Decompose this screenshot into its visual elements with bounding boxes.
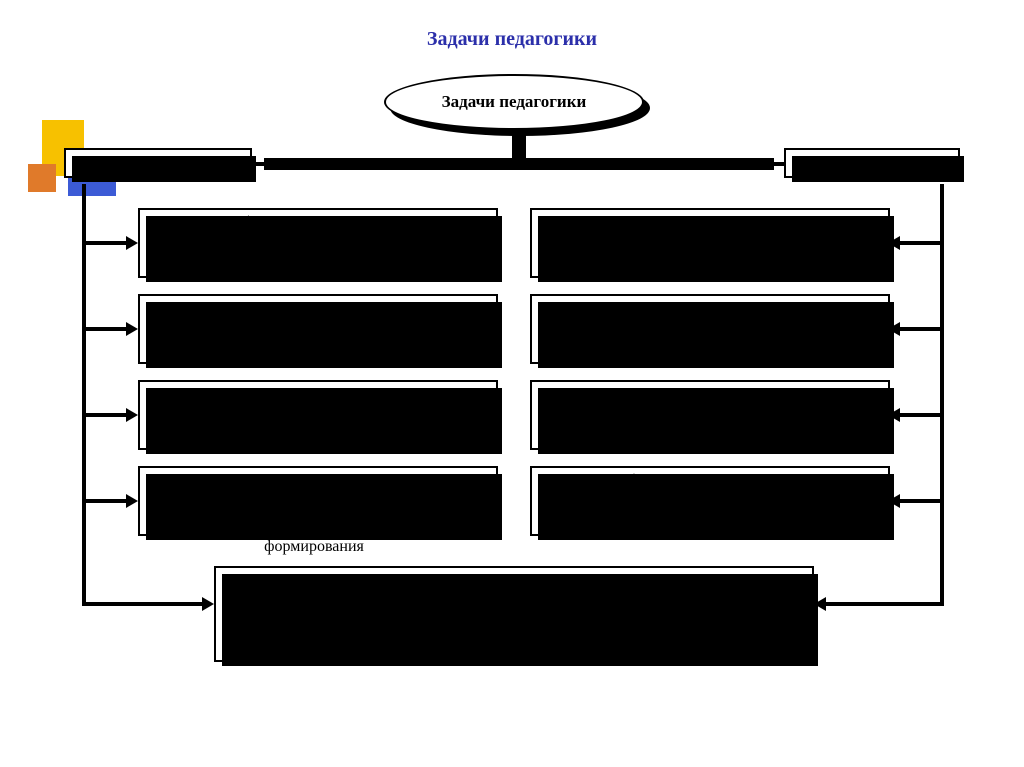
right-item-1-text: Разработка форм, методов и технологий ор… [540,309,880,349]
left-spine [82,184,86,604]
root-label: Задачи педагогики [442,92,587,112]
l-arrow-1 [86,327,128,331]
bottom-merge-left-h [82,602,204,606]
left-item-2: Разработка методологических основ педаго… [138,380,498,450]
right-spine [940,184,944,604]
right-item-0: Разработка методических основ обучения к… [530,208,890,278]
l-arrow-0 [86,241,128,245]
branch-left-label: Теоретические задачи [88,154,228,173]
left-item-0-text: Научное обоснование принципов развития с… [148,213,488,273]
r-arrow-1 [898,327,940,331]
l-arrow-2-head [126,408,138,422]
left-item-3-text: Исследование сущности феномена педагогич… [148,481,488,521]
bottom-box-text: Разработка теории и методологии инноваци… [224,584,804,644]
bottom-merge-left-head [202,597,214,611]
root-node: Задачи педагогики [384,74,644,130]
branch-right: Прикладные задачи [784,148,960,178]
l-arrow-1-head [126,322,138,336]
bottom-box: Разработка теории и методологии инноваци… [214,566,814,662]
decor-orange [28,164,56,192]
l-arrow-0-head [126,236,138,250]
r-arrow-0 [898,241,940,245]
left-item-3-overflow: формирования [214,538,414,556]
left-item-3: Исследование сущности феномена педагогич… [138,466,498,536]
left-item-1-text: Исследование сущности, структуры и функц… [148,309,488,349]
trunk-hbar [264,158,774,170]
right-item-1: Разработка форм, методов и технологий ор… [530,294,890,364]
page-title: Задачи педагогики [0,28,1024,51]
l-arrow-2 [86,413,128,417]
branch-right-label: Прикладные задачи [809,154,935,173]
l-arrow-3-head [126,494,138,508]
right-item-2: Разработка методов и форм контроля, крит… [530,380,890,450]
right-item-3: Разработка содержания и методики самообр… [530,466,890,536]
left-item-1: Исследование сущности, структуры и функц… [138,294,498,364]
left-item-0: Научное обоснование принципов развития с… [138,208,498,278]
r-arrow-3 [898,499,940,503]
branch-left: Теоретические задачи [64,148,252,178]
r-arrow-2 [898,413,940,417]
flowchart: Задачи педагогики Теоретические задачи П… [64,68,960,748]
right-item-3-text: Разработка содержания и методики самообр… [540,471,880,531]
right-item-0-text: Разработка методических основ обучения к… [540,223,880,263]
bottom-merge-right-h [824,602,944,606]
left-item-2-text: Разработка методологических основ педаго… [148,395,488,435]
l-arrow-3 [86,499,128,503]
right-item-2-text: Разработка методов и форм контроля, крит… [540,395,880,435]
